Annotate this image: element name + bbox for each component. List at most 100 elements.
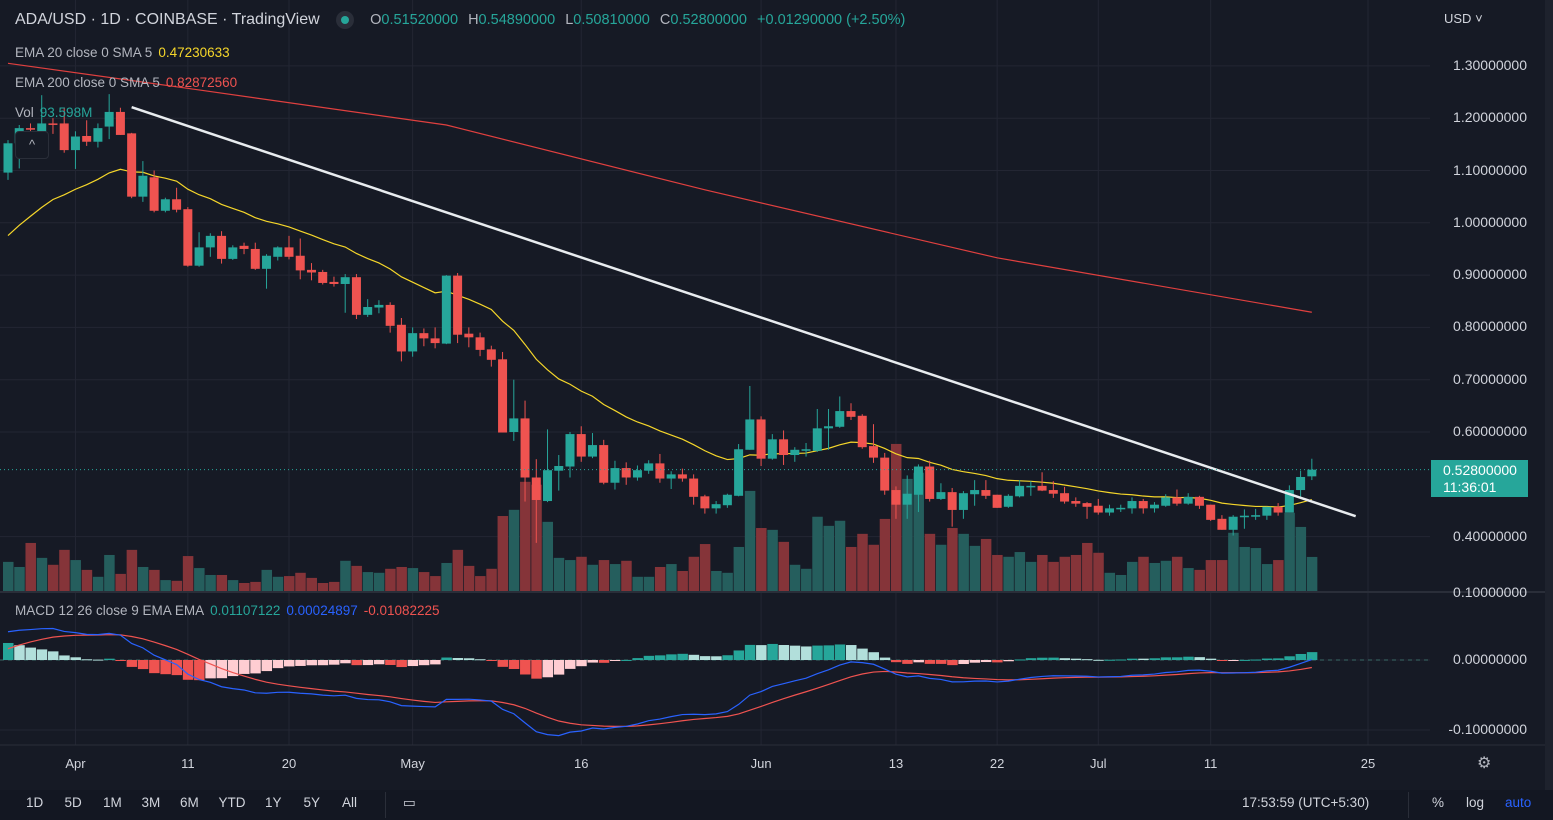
candle-body — [262, 255, 272, 269]
candle-body — [576, 434, 586, 457]
candle — [138, 161, 148, 202]
volume-bar — [778, 541, 790, 591]
volume-bar — [216, 574, 228, 591]
macd-histogram-bar — [508, 660, 520, 669]
candle — [801, 442, 811, 457]
price-pane[interactable] — [0, 62, 1430, 591]
candle-body — [1138, 501, 1148, 509]
candle-body — [306, 269, 316, 273]
candle-body — [351, 277, 361, 315]
candle-body — [1228, 516, 1238, 530]
symbol-title[interactable]: ADA/USD · 1D · COINBASE · TradingView — [15, 11, 320, 29]
volume-bar — [1138, 556, 1149, 591]
candle-body — [1206, 504, 1216, 520]
macd-histogram-bar — [823, 645, 835, 660]
candle — [587, 433, 597, 459]
candle-body — [228, 247, 238, 259]
volume-bar — [452, 549, 464, 591]
macd-histogram-bar — [542, 660, 554, 678]
calendar-icon[interactable]: ▭ — [403, 795, 416, 810]
collapse-legend-button[interactable]: ^ — [15, 131, 49, 159]
candle — [824, 408, 834, 450]
macd-histogram-bar — [587, 660, 598, 663]
macd-pane[interactable] — [0, 627, 1430, 737]
candle — [734, 444, 744, 497]
volume-bar — [1037, 554, 1048, 591]
candle-body — [138, 175, 148, 197]
clock-display[interactable]: 17:53:59 (UTC+5:30) — [1242, 795, 1370, 810]
range-button-3m[interactable]: 3M — [141, 795, 161, 810]
volume-bar — [924, 533, 936, 591]
range-button-ytd[interactable]: YTD — [218, 795, 246, 810]
range-button-6m[interactable]: 6M — [180, 795, 199, 810]
candle — [520, 400, 530, 502]
range-button-all[interactable]: All — [342, 795, 358, 810]
candle-body — [1093, 505, 1103, 513]
macd-histogram-bar — [115, 660, 126, 661]
macd-histogram-bar — [756, 645, 767, 660]
time-tick-label: Jul — [1089, 756, 1107, 771]
candle-body — [1183, 496, 1193, 504]
range-button-5y[interactable]: 5Y — [303, 795, 321, 810]
macd-histogram-bar — [699, 656, 711, 660]
candle — [655, 453, 665, 483]
candle-body — [1082, 503, 1092, 507]
range-button-5d[interactable]: 5D — [64, 795, 82, 810]
volume-bar — [868, 544, 879, 591]
macd-histogram-bar — [227, 660, 239, 677]
candle-body — [1239, 515, 1249, 518]
candle-body — [543, 470, 553, 502]
candle-body — [318, 271, 328, 283]
candle-body — [655, 463, 665, 479]
ema200-legend[interactable]: EMA 200 close 0 SMA 5 0.82872560 — [15, 75, 243, 90]
macd-histogram-bar — [969, 660, 981, 663]
volume-bar — [688, 556, 700, 591]
log-toggle[interactable]: log — [1466, 795, 1485, 810]
macd-signal-value: -0.01082225 — [363, 603, 440, 618]
macd-histogram-bar — [1115, 659, 1127, 661]
currency-selector[interactable]: USD ˅ — [1444, 11, 1483, 26]
macd-legend[interactable]: MACD 12 26 close 9 EMA EMA 0.01107122 0.00… — [15, 603, 446, 618]
ema20-legend[interactable]: EMA 20 close 0 SMA 5 0.47230633 — [15, 45, 236, 60]
right-edge-scrollbar[interactable] — [1545, 0, 1553, 790]
macd-histogram-bar — [362, 660, 374, 666]
volume-bar — [846, 546, 857, 591]
volume-bar — [1059, 556, 1071, 591]
range-button-1y[interactable]: 1Y — [265, 795, 282, 810]
candle — [711, 501, 721, 514]
macd-histogram-bar — [306, 660, 317, 666]
candle — [868, 424, 878, 463]
macd-histogram-bar — [70, 657, 81, 660]
percent-toggle[interactable]: % — [1432, 795, 1445, 810]
macd-histogram-bar — [992, 660, 1003, 663]
time-tick-label: Jun — [750, 756, 772, 771]
macd-histogram-bar — [744, 644, 756, 660]
macd-histogram-bar — [284, 660, 295, 667]
time-tick-label: 11 — [1203, 756, 1218, 771]
range-button-1d[interactable]: 1D — [26, 795, 44, 810]
volume-bar — [666, 564, 677, 591]
price-tick-label: 0.80000000 — [1453, 318, 1527, 335]
volume-legend[interactable]: Vol 93.598M — [15, 105, 98, 120]
time-tick-label: 25 — [1360, 756, 1376, 771]
macd-histogram-bar — [149, 660, 160, 674]
candle-body — [37, 123, 47, 135]
settings-gear-icon[interactable]: ⚙ — [1477, 755, 1492, 772]
symbol-legend[interactable]: ADA/USD · 1D · COINBASE · TradingView O0… — [15, 11, 917, 29]
macd-histogram-bar — [879, 657, 891, 660]
candle — [273, 246, 283, 261]
macd-histogram-bar — [1284, 656, 1295, 660]
auto-toggle[interactable]: auto — [1505, 795, 1532, 810]
candle-body — [644, 463, 654, 471]
candle — [565, 432, 575, 478]
candle — [1251, 508, 1261, 520]
macd-histogram-bar — [1059, 658, 1071, 660]
macd-tick-label: 0.00000000 — [1453, 651, 1527, 667]
candle-body — [205, 235, 215, 248]
range-button-1m[interactable]: 1M — [103, 795, 122, 810]
candle — [599, 439, 609, 485]
candle-body — [284, 247, 294, 257]
candle-body — [913, 466, 923, 495]
price-tick-label: 1.20000000 — [1453, 109, 1527, 126]
